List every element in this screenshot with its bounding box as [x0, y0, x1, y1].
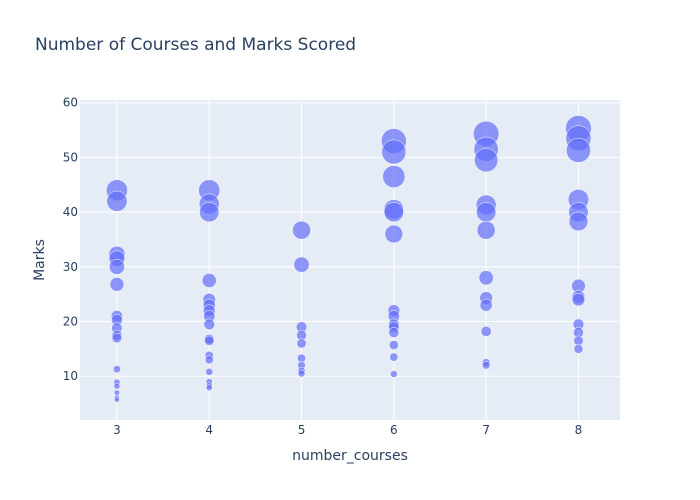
y-tick-label: 40 [63, 205, 78, 219]
x-tick-label: 5 [298, 423, 306, 437]
data-point [297, 369, 306, 378]
data-point [476, 202, 497, 223]
data-point [482, 361, 491, 370]
data-points [106, 115, 592, 403]
data-point [566, 137, 591, 163]
data-point [388, 340, 399, 350]
x-tick-label: 8 [575, 423, 583, 437]
data-point [114, 397, 120, 403]
data-point [389, 352, 399, 362]
data-point [480, 325, 492, 337]
plot-area [80, 100, 620, 420]
data-point [383, 202, 404, 223]
data-point [204, 355, 214, 365]
data-point [476, 220, 496, 240]
y-axis-title: Marks [32, 239, 48, 281]
data-point [573, 344, 584, 354]
data-point [201, 273, 217, 288]
data-point [388, 327, 400, 338]
data-point [571, 293, 586, 307]
y-tick-label: 60 [63, 96, 78, 110]
data-point [390, 370, 398, 378]
data-point [203, 318, 215, 330]
data-point [292, 220, 311, 240]
data-point [113, 382, 121, 390]
data-point [109, 277, 125, 292]
data-point [106, 190, 128, 212]
y-tick-label: 20 [63, 315, 78, 329]
x-tick-label: 7 [482, 423, 490, 437]
data-point [204, 335, 215, 346]
data-point [479, 298, 493, 312]
data-point [382, 165, 406, 188]
data-point [568, 211, 589, 232]
data-point [296, 338, 307, 349]
x-tick-label: 3 [113, 423, 121, 437]
data-point [474, 148, 499, 173]
data-point [384, 224, 404, 244]
data-point [109, 258, 125, 275]
data-point [113, 389, 120, 396]
data-point [205, 368, 214, 376]
data-point [478, 270, 494, 286]
x-tick-label: 6 [390, 423, 398, 437]
data-point [112, 365, 121, 374]
y-tick-label: 30 [63, 260, 78, 274]
data-point [381, 139, 407, 165]
data-point [293, 256, 310, 273]
y-tick-label: 50 [63, 150, 78, 164]
data-point [111, 332, 123, 344]
y-tick-label: 10 [63, 369, 78, 383]
data-point [573, 335, 584, 346]
data-point [297, 353, 306, 363]
data-point [206, 384, 213, 391]
chart-title: Number of Courses and Marks Scored [35, 35, 356, 55]
data-point [199, 202, 220, 223]
x-axis-title: number_courses [292, 448, 408, 464]
y-tick-labels: 10 20 30 40 50 60 [63, 96, 78, 384]
x-tick-label: 4 [205, 423, 213, 437]
x-tick-labels: 3 4 5 6 7 8 [113, 423, 582, 437]
